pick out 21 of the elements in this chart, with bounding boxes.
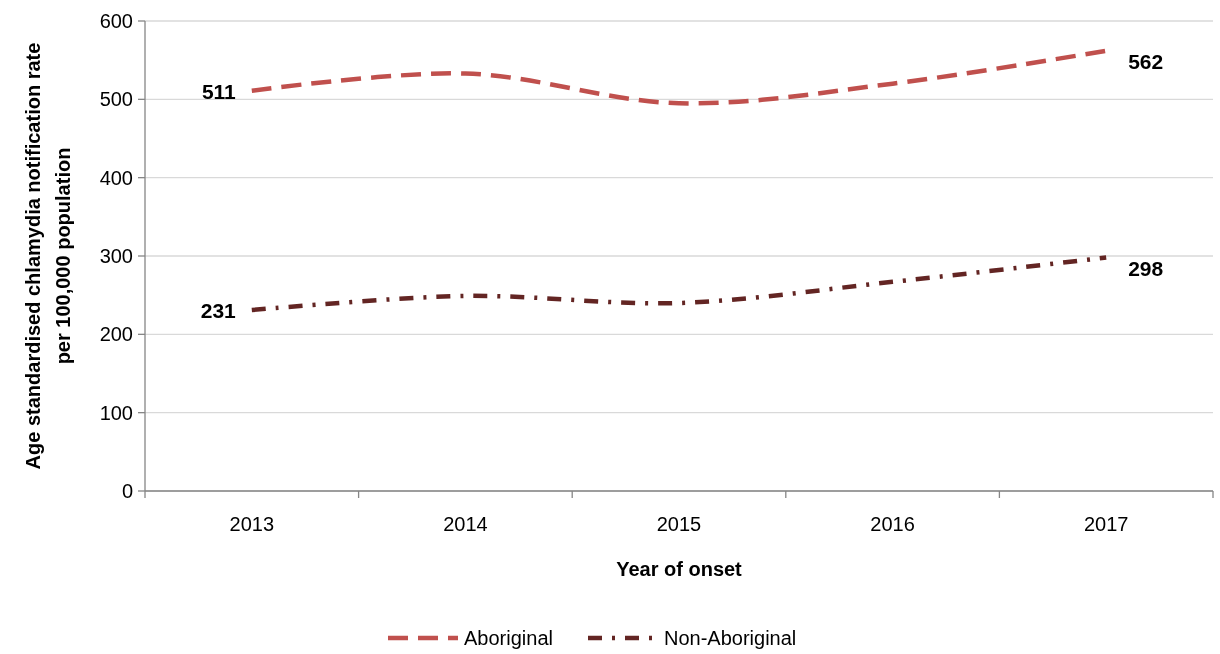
- data-label: 298: [1128, 256, 1164, 280]
- y-tick-label: 0: [121, 480, 133, 502]
- x-axis-title: Year of onset: [616, 558, 743, 580]
- legend-label: Non-Aboriginal: [664, 627, 797, 649]
- data-label: 231: [200, 299, 237, 323]
- x-tick-label: 2016: [870, 513, 915, 535]
- y-tick-label: 600: [99, 10, 133, 32]
- y-tick-label: 200: [99, 323, 133, 346]
- data-label: 511: [201, 79, 237, 103]
- y-tick-label: 100: [99, 401, 133, 424]
- x-tick-label: 2013: [229, 513, 275, 535]
- y-tick-label: 500: [99, 88, 133, 111]
- y-tick-label: 400: [99, 166, 133, 189]
- y-axis-title: Age standardised chlamydia notification rate per 100,000 population: [22, 42, 74, 470]
- x-tick-label: 2014: [443, 513, 488, 535]
- legend-label: Aboriginal: [464, 627, 553, 649]
- x-tick-label: 2015: [656, 513, 702, 535]
- y-tick-label: 300: [99, 245, 133, 267]
- data-label: 562: [1128, 49, 1164, 73]
- x-tick-label: 2017: [1083, 513, 1129, 535]
- line-series: [249, 255, 1109, 313]
